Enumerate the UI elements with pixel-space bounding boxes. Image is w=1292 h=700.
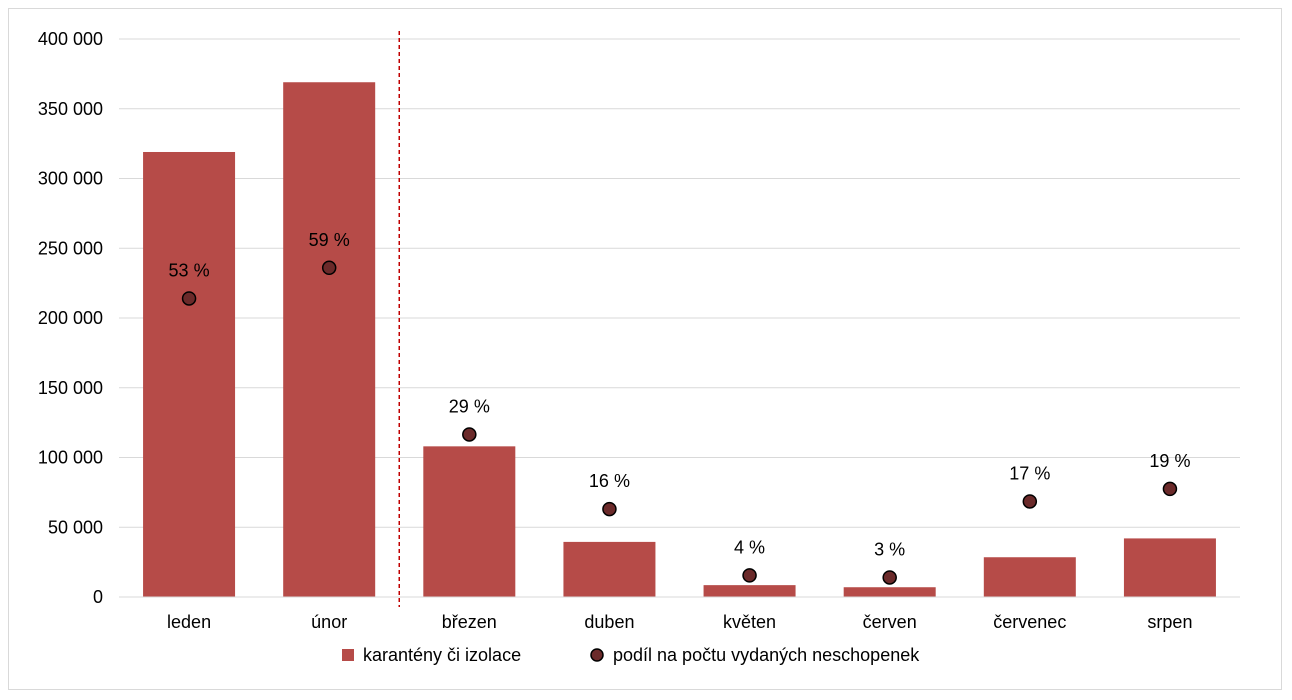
data-point xyxy=(602,501,617,517)
x-tick-label: červenec xyxy=(993,612,1066,632)
y-tick-label: 400 000 xyxy=(38,29,103,49)
legend-swatch-points xyxy=(590,648,604,662)
data-label: 4 % xyxy=(734,537,765,557)
data-point xyxy=(882,570,897,585)
bar xyxy=(703,585,796,597)
bar xyxy=(983,557,1076,597)
x-tick-label: leden xyxy=(167,612,211,632)
bar xyxy=(143,151,236,597)
y-tick-label: 0 xyxy=(93,587,103,607)
bar xyxy=(423,446,516,597)
x-tick-label: srpen xyxy=(1147,612,1192,632)
legend-label-points: podíl na počtu vydaných neschopenek xyxy=(613,645,920,665)
x-tick-label: duben xyxy=(584,612,634,632)
x-tick-label: březen xyxy=(442,612,497,632)
data-point xyxy=(462,427,477,442)
y-tick-label: 150 000 xyxy=(38,378,103,398)
x-tick-label: květen xyxy=(723,612,776,632)
x-tick-label: únor xyxy=(311,612,347,632)
y-tick-label: 100 000 xyxy=(38,448,103,468)
data-point xyxy=(1022,494,1038,509)
y-tick-label: 50 000 xyxy=(48,517,103,537)
data-label: 59 % xyxy=(309,230,350,250)
data-label: 29 % xyxy=(449,396,490,416)
bar xyxy=(843,587,936,597)
y-tick-label: 200 000 xyxy=(38,308,103,328)
y-tick-label: 300 000 xyxy=(38,169,103,189)
data-label: 19 % xyxy=(1149,451,1190,471)
legend-label-bars: karantény či izolace xyxy=(363,645,521,665)
bar-chart: 0 50 000 100 000 150 000 200 000 250 000 300 0… xyxy=(38,29,1240,665)
data-label: 53 % xyxy=(169,260,210,280)
data-label: 3 % xyxy=(874,539,905,559)
y-tick-label: 350 000 xyxy=(38,99,103,119)
chart-frame: 0 50 000 100 000 150 000 200 000 250 000 300 0… xyxy=(8,8,1282,690)
data-point xyxy=(1162,481,1178,497)
bar xyxy=(563,541,656,597)
legend-swatch-bars xyxy=(342,649,354,661)
bar xyxy=(283,82,376,598)
x-tick-label: červen xyxy=(863,612,917,632)
bar xyxy=(1123,538,1216,597)
data-label: 17 % xyxy=(1009,463,1050,483)
data-point xyxy=(181,291,197,306)
data-point xyxy=(321,260,337,276)
y-tick-label: 250 000 xyxy=(38,238,103,258)
data-label: 16 % xyxy=(589,471,630,491)
data-point xyxy=(742,568,757,583)
